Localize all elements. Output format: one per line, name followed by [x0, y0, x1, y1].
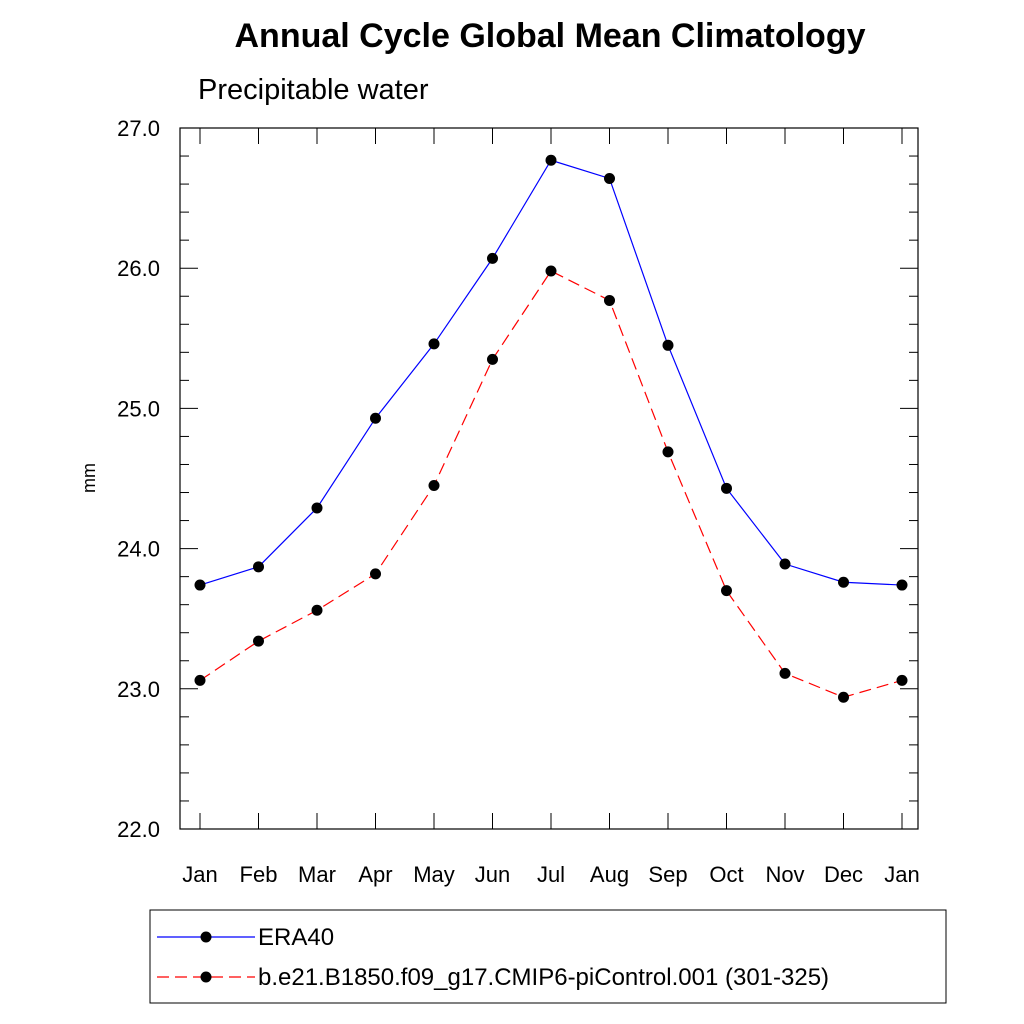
legend: ERA40 b.e21.B1850.f09_g17.CMIP6-piControl…	[149, 909, 947, 1004]
series-1-point	[370, 568, 381, 580]
series-1-point	[721, 585, 732, 597]
series-1-point	[428, 480, 440, 492]
x-tick-label: Aug	[590, 862, 629, 887]
plot-frame	[179, 127, 919, 830]
series-line-0	[199, 159, 903, 586]
legend-label-0: ERA40	[258, 924, 334, 951]
y-tick-label: 24.0	[117, 537, 160, 562]
series-1-point	[194, 674, 206, 686]
series-0-point	[428, 338, 440, 350]
y-tick-label: 22.0	[117, 817, 160, 842]
y-tick-label: 25.0	[117, 396, 160, 421]
series-1-point	[896, 674, 908, 686]
series-1-point	[604, 294, 615, 306]
series-layer	[194, 154, 908, 703]
x-tick-label: Oct	[709, 862, 743, 887]
x-tick-label: Feb	[240, 862, 278, 887]
y-tick-labels: 22.0 23.0 24.0 25.0 26.0 27.0	[117, 116, 160, 842]
legend-marker-0	[200, 931, 212, 943]
series-0-point	[896, 579, 908, 591]
y-tick-label: 26.0	[117, 256, 160, 281]
series-1-point	[545, 265, 557, 277]
legend-items: ERA40 b.e21.B1850.f09_g17.CMIP6-piControl…	[157, 924, 829, 991]
y-tick-label: 23.0	[117, 677, 160, 702]
series-1-point	[838, 691, 849, 703]
series-0-point	[194, 579, 206, 591]
x-tick-label: Jan	[884, 862, 919, 887]
legend-marker-1	[200, 971, 212, 983]
series-0-point	[604, 172, 615, 184]
series-1-point	[662, 446, 674, 458]
legend-box	[149, 909, 947, 1004]
x-tick-label: May	[413, 862, 455, 887]
series-0-point	[779, 558, 791, 570]
chart-subtitle: Precipitable water	[198, 74, 429, 106]
chart-title: Annual Cycle Global Mean Climatology	[235, 17, 866, 55]
x-tick-label: Jul	[537, 862, 565, 887]
series-1-point	[311, 604, 323, 616]
series-0-point	[662, 339, 674, 351]
series-1-point	[253, 635, 264, 647]
series-0-point	[838, 576, 849, 588]
axis-ticks	[180, 127, 918, 830]
series-0-point	[253, 561, 264, 573]
series-0-point	[545, 154, 557, 166]
y-tick-label: 27.0	[117, 116, 160, 141]
series-0-point	[721, 482, 732, 494]
x-tick-label: Dec	[824, 862, 863, 887]
series-line-1	[199, 270, 903, 698]
y-axis-label: mm	[79, 463, 99, 493]
legend-label-1: b.e21.B1850.f09_g17.CMIP6-piControl.001 …	[258, 964, 829, 991]
x-tick-label: Mar	[298, 862, 336, 887]
series-0-point	[487, 252, 498, 264]
series-1-point	[487, 353, 498, 365]
series-1-point	[779, 667, 791, 679]
x-tick-label: Apr	[358, 862, 392, 887]
x-tick-labels: Jan Feb Mar Apr May Jun Jul Aug Sep Oct Nov Dec Jan	[182, 862, 919, 887]
x-tick-label: Nov	[765, 862, 804, 887]
series-0-point	[311, 502, 323, 514]
x-tick-label: Sep	[648, 862, 687, 887]
series-0-point	[370, 412, 381, 424]
x-tick-label: Jan	[182, 862, 217, 887]
x-tick-label: Jun	[475, 862, 510, 887]
